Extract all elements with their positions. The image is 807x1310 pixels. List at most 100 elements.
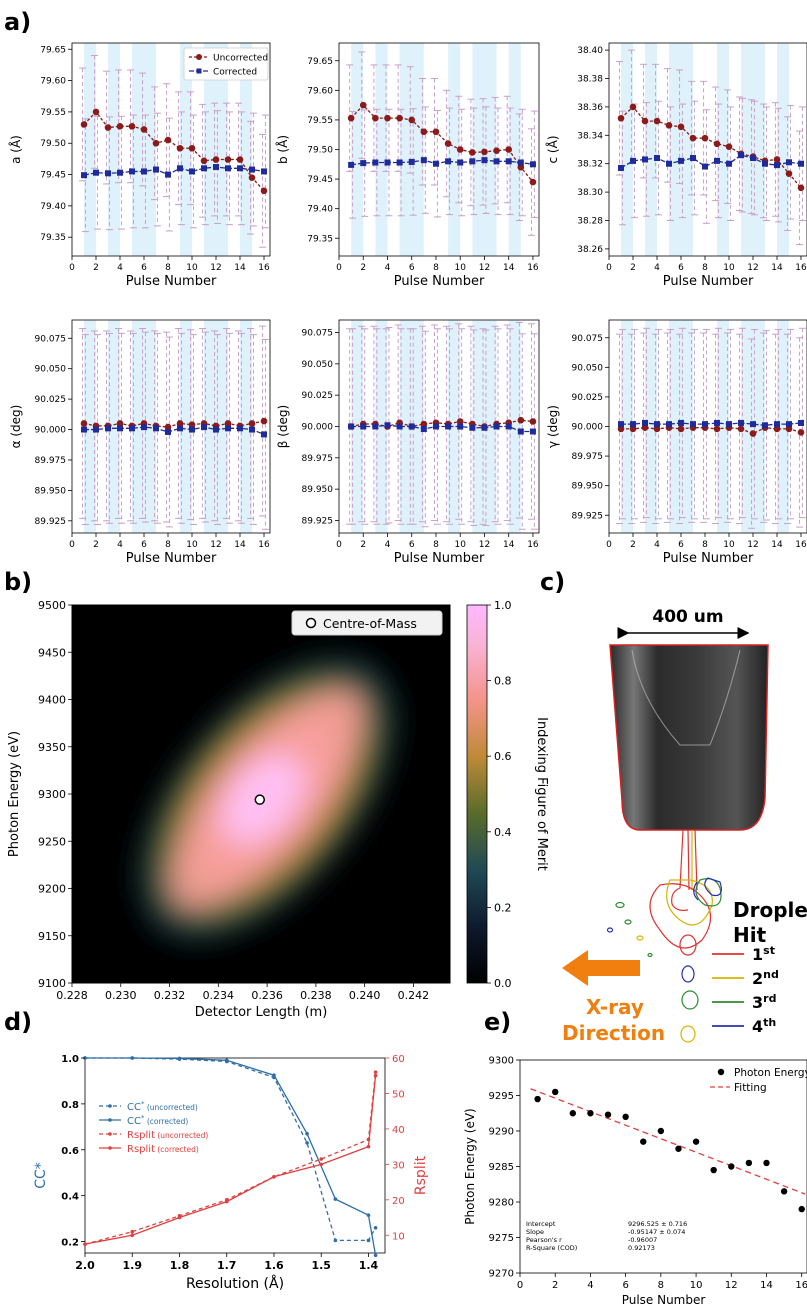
x-tick-label: 0.242	[398, 989, 430, 1002]
uncorrected-point	[128, 123, 136, 130]
y-tick-label: 9270	[489, 1269, 514, 1280]
x-tick-label: 10	[723, 540, 735, 550]
y-tick-label: 89.925	[35, 517, 67, 527]
y-axis-label: a (Å)	[8, 135, 23, 164]
corrected-point	[738, 419, 744, 426]
uncorrected-point	[677, 123, 685, 131]
uncorrected-point	[677, 425, 685, 433]
uncorrected-point	[164, 136, 172, 144]
y-tick-label: 79.45	[40, 171, 66, 181]
data-point	[587, 1110, 594, 1117]
data-point	[780, 1188, 788, 1195]
x-tick-label: 10	[454, 263, 466, 273]
data-point	[622, 1113, 629, 1121]
data-point	[640, 1138, 647, 1145]
corrected-point	[618, 421, 624, 428]
y-tick-label: 9285	[489, 1162, 514, 1173]
uncorrected-point	[200, 157, 208, 165]
hit-legend-label: 1st	[752, 944, 775, 964]
x-axis-label: Pulse Number	[126, 551, 217, 566]
legend-uncorrected-label: Uncorrected	[213, 54, 268, 64]
series-point	[333, 1238, 338, 1243]
legend-uncorrected-marker	[196, 54, 202, 60]
legend-label: Rsplit (uncorrected)	[127, 1130, 208, 1141]
uncorrected-point	[420, 420, 428, 428]
panel-label-b: b)	[4, 568, 32, 596]
uncorrected-point	[785, 425, 793, 433]
x-tick-label: 12	[479, 263, 490, 273]
stat-label: Slope	[526, 1228, 544, 1236]
corrected-point	[517, 428, 524, 435]
data-point	[798, 1205, 805, 1213]
y-tick-label: 89.950	[35, 486, 67, 496]
shaded-band	[351, 43, 364, 256]
x-axis-label: Pulse Number	[394, 274, 485, 289]
y-tick-label: 90.000	[35, 426, 67, 436]
x-tick-label: 8	[658, 1280, 664, 1291]
y-tick-label: 90.025	[572, 393, 604, 403]
shaded-band	[645, 320, 657, 533]
corrected-point	[798, 160, 804, 167]
shaded-band	[777, 43, 789, 256]
y-tick-label: 38.26	[577, 245, 603, 255]
plot-area	[346, 43, 538, 256]
uncorrected-point	[629, 103, 637, 111]
uncorrected-point	[92, 108, 100, 116]
x-axis-label: Pulse Number	[126, 274, 217, 289]
uncorrected-point	[248, 174, 256, 181]
corrected-point	[237, 165, 243, 172]
y-tick-label: 90.050	[302, 360, 334, 370]
y-right-tick-label: 30	[392, 1160, 405, 1171]
uncorrected-point	[260, 417, 268, 425]
y-tick-label: 0.2	[61, 1238, 79, 1249]
legend-corrected-marker	[196, 68, 202, 74]
uncorrected-point	[116, 420, 124, 427]
shaded-band	[621, 320, 633, 533]
shaded-band	[180, 320, 192, 533]
corrected-point	[469, 158, 476, 165]
uncorrected-point	[749, 430, 757, 437]
x-tick-label: 2.0	[75, 1259, 95, 1272]
uncorrected-point	[152, 139, 160, 147]
uncorrected-point	[737, 425, 745, 433]
series-point	[130, 1229, 135, 1234]
y-axis-label: b (Å)	[275, 135, 290, 164]
series-point	[366, 1213, 371, 1217]
y-tick-label: 79.65	[40, 45, 66, 55]
data-point	[728, 1163, 735, 1170]
shaded-band	[508, 43, 521, 256]
x-tick-label: 8	[165, 540, 171, 550]
uncorrected-point	[773, 156, 781, 163]
xray-arrow	[562, 950, 640, 986]
corrected-point	[420, 426, 427, 433]
x-tick-label: 4	[117, 263, 123, 273]
corrected-point	[261, 431, 267, 438]
y-tick-label: 9280	[489, 1198, 514, 1209]
y-tick-label: 1.0	[61, 1054, 79, 1065]
shaded-band	[448, 320, 461, 533]
x-tick-label: 6	[409, 540, 415, 550]
x-tick-label: 10	[723, 263, 735, 273]
y-tick-label: 9100	[38, 977, 66, 990]
plot-frame	[71, 319, 271, 534]
x-tick-label: 16	[527, 540, 539, 550]
series-point	[333, 1197, 338, 1201]
corrected-point	[678, 157, 684, 164]
corrected-point	[396, 423, 403, 430]
y-right-tick-label: 60	[392, 1054, 405, 1065]
corrected-point	[529, 161, 536, 168]
x-axis-label: Pulse Number	[394, 551, 485, 566]
uncorrected-point	[432, 128, 440, 136]
corrected-point	[213, 164, 219, 171]
x-tick-label: 2	[630, 263, 636, 273]
y-tick-label: 90.025	[35, 395, 67, 405]
uncorrected-point	[773, 425, 781, 433]
corrected-line	[84, 426, 265, 436]
corrected-point	[469, 424, 476, 431]
hit-legend-label: 2nd	[752, 968, 779, 988]
photon-energy-chart: 0 2 4 6 8 10 12 14 16 9270 9275 9280 9285 9290 9295 930…	[463, 1056, 807, 1307]
corrected-point	[237, 425, 243, 432]
y-tick-label: 9350	[38, 741, 66, 754]
x-tick-label: 14	[771, 263, 783, 273]
corrected-point	[666, 160, 672, 167]
